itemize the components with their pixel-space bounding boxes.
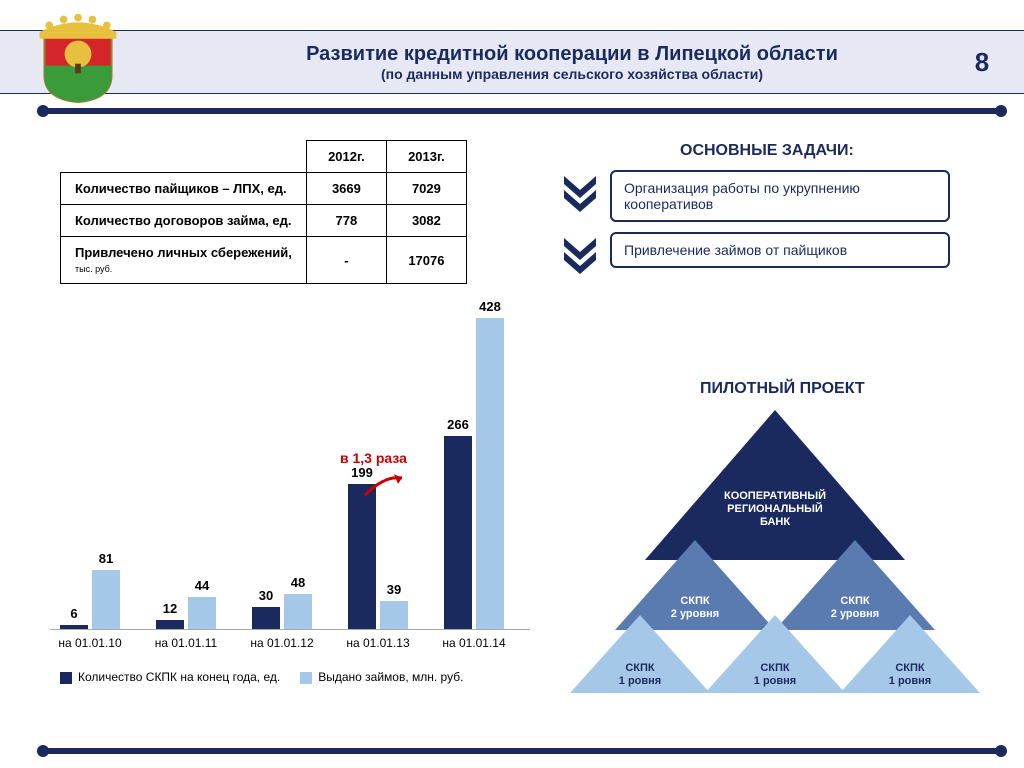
bar-value-label: 44 [182,578,222,593]
bar-value-label: 12 [150,601,190,616]
chart-plot: 6811244304819939266428 [50,310,530,630]
chevron-down-icon [560,234,600,274]
chart-bar [380,601,408,629]
chart-bar [92,570,120,629]
chart-bar [444,436,472,629]
header-text-wrap: Развитие кредитной кооперации в Липецкой… [0,43,1024,82]
chart-bar [252,607,280,629]
pyramid-top-label: КООПЕРАТИВНЫЙРЕГИОНАЛЬНЫЙБАНК [700,490,850,530]
pyramid-diagram: КООПЕРАТИВНЫЙРЕГИОНАЛЬНЫЙБАНК СКПК2 уров… [560,410,990,700]
x-axis-label: на 01.01.14 [429,636,519,650]
page-title: Развитие кредитной кооперации в Липецкой… [120,43,1024,66]
task-box-1: Организация работы по укрупнению коопера… [610,170,950,222]
pyramid-l1-label: СКПК1 ровня [870,662,950,688]
page-number: 8 [960,30,1004,94]
legend-label-1: Количество СКПК на конец года, ед. [78,670,280,684]
bar-value-label: 428 [470,299,510,314]
pyramid-l1-label: СКПК1 ровня [600,662,680,688]
chart-bar [348,484,376,629]
x-axis-label: на 01.01.12 [237,636,327,650]
legend-label-2: Выдано займов, млн. руб. [318,670,463,684]
growth-annotation: в 1,3 раза [340,450,407,466]
bar-value-label: 30 [246,588,286,603]
x-axis-label: на 01.01.13 [333,636,423,650]
chart-bar [60,625,88,629]
chart-bar [284,594,312,629]
table-row: Привлечено личных сбережений,тыс. руб. -… [61,237,467,284]
page-subtitle: (по данным управления сельского хозяйств… [120,66,1024,82]
task-box-2: Привлечение займов от пайщиков [610,232,950,268]
col-header-2012: 2012г. [306,141,386,173]
chart-bar [476,318,504,629]
stats-table: 2012г. 2013г. Количество пайщиков – ЛПХ,… [60,140,467,284]
chart-bar [188,597,216,629]
chevron-down-icon [560,172,600,212]
bar-value-label: 81 [86,551,126,566]
x-axis-label: на 01.01.10 [45,636,135,650]
growth-arrow-icon [360,470,410,500]
bar-value-label: 39 [374,582,414,597]
table-row: Количество договоров займа, ед. 778 3082 [61,205,467,237]
bar-value-label: 48 [278,575,318,590]
triangle-top-icon [645,410,905,560]
bar-value-label: 6 [54,606,94,621]
coat-of-arms-icon [30,8,126,104]
header-bar: Развитие кредитной кооперации в Липецкой… [0,30,1024,94]
pyramid-l1-label: СКПК1 ровня [735,662,815,688]
bar-chart: 6811244304819939266428 в 1,3 раза Количе… [50,310,530,700]
bar-value-label: 266 [438,417,478,432]
pilot-project-title: ПИЛОТНЫЙ ПРОЕКТ [700,380,865,398]
divider-bottom [40,748,1004,754]
table-row: Количество пайщиков – ЛПХ, ед. 3669 7029 [61,173,467,205]
chart-bar [156,620,184,629]
chart-legend: Количество СКПК на конец года, ед. Выдан… [60,670,463,684]
tasks-title: ОСНОВНЫЕ ЗАДАЧИ: [680,142,854,160]
x-axis-label: на 01.01.11 [141,636,231,650]
divider-top [40,108,1004,114]
col-header-2013: 2013г. [386,141,466,173]
